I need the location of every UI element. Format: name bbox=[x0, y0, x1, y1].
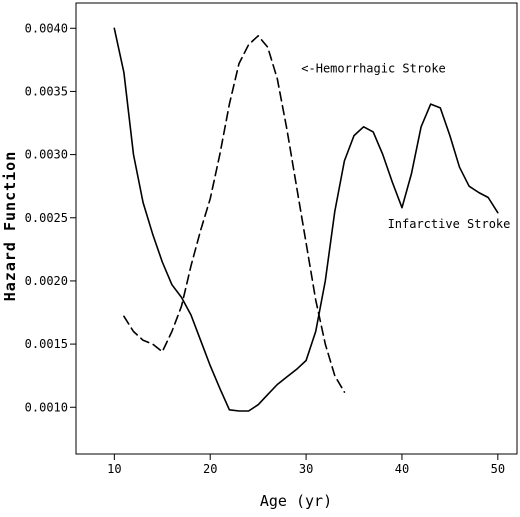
y-axis-ticks: 0.0010 0.0015 0.0020 0.0025 0.0030 0.0035 0.00… bbox=[25, 21, 76, 414]
y-tick-label: 0.0025 bbox=[25, 211, 68, 225]
y-tick-label: 0.0010 bbox=[25, 400, 68, 414]
annotation-hemorrhagic-stroke: <-Hemorrhagic Stroke bbox=[301, 61, 446, 75]
annotation-infarctive-stroke: Infarctive Stroke bbox=[388, 217, 511, 231]
y-tick-label: 0.0035 bbox=[25, 84, 68, 98]
x-axis-title: Age (yr) bbox=[260, 492, 332, 510]
x-tick-label: 10 bbox=[107, 462, 121, 476]
x-tick-label: 50 bbox=[491, 462, 505, 476]
plot-frame bbox=[75, 2, 518, 455]
series-line-hemorrhagic-stroke bbox=[123, 34, 346, 393]
y-tick-label: 0.0030 bbox=[25, 148, 68, 162]
y-tick-label: 0.0020 bbox=[25, 274, 68, 288]
x-axis-ticks: 10 20 30 40 50 bbox=[107, 454, 505, 476]
x-tick-label: 40 bbox=[395, 462, 409, 476]
y-tick-label: 0.0040 bbox=[25, 21, 68, 35]
series-line-infarctive-stroke bbox=[113, 27, 499, 412]
x-tick-label: 20 bbox=[203, 462, 217, 476]
y-tick-label: 0.0015 bbox=[25, 337, 68, 351]
annotation-layer: <-Hemorrhagic Stroke Infarctive Stroke bbox=[301, 61, 510, 230]
x-tick-label: 30 bbox=[299, 462, 313, 476]
y-axis-title: Hazard Function bbox=[1, 151, 19, 301]
series-layer bbox=[113, 27, 499, 412]
